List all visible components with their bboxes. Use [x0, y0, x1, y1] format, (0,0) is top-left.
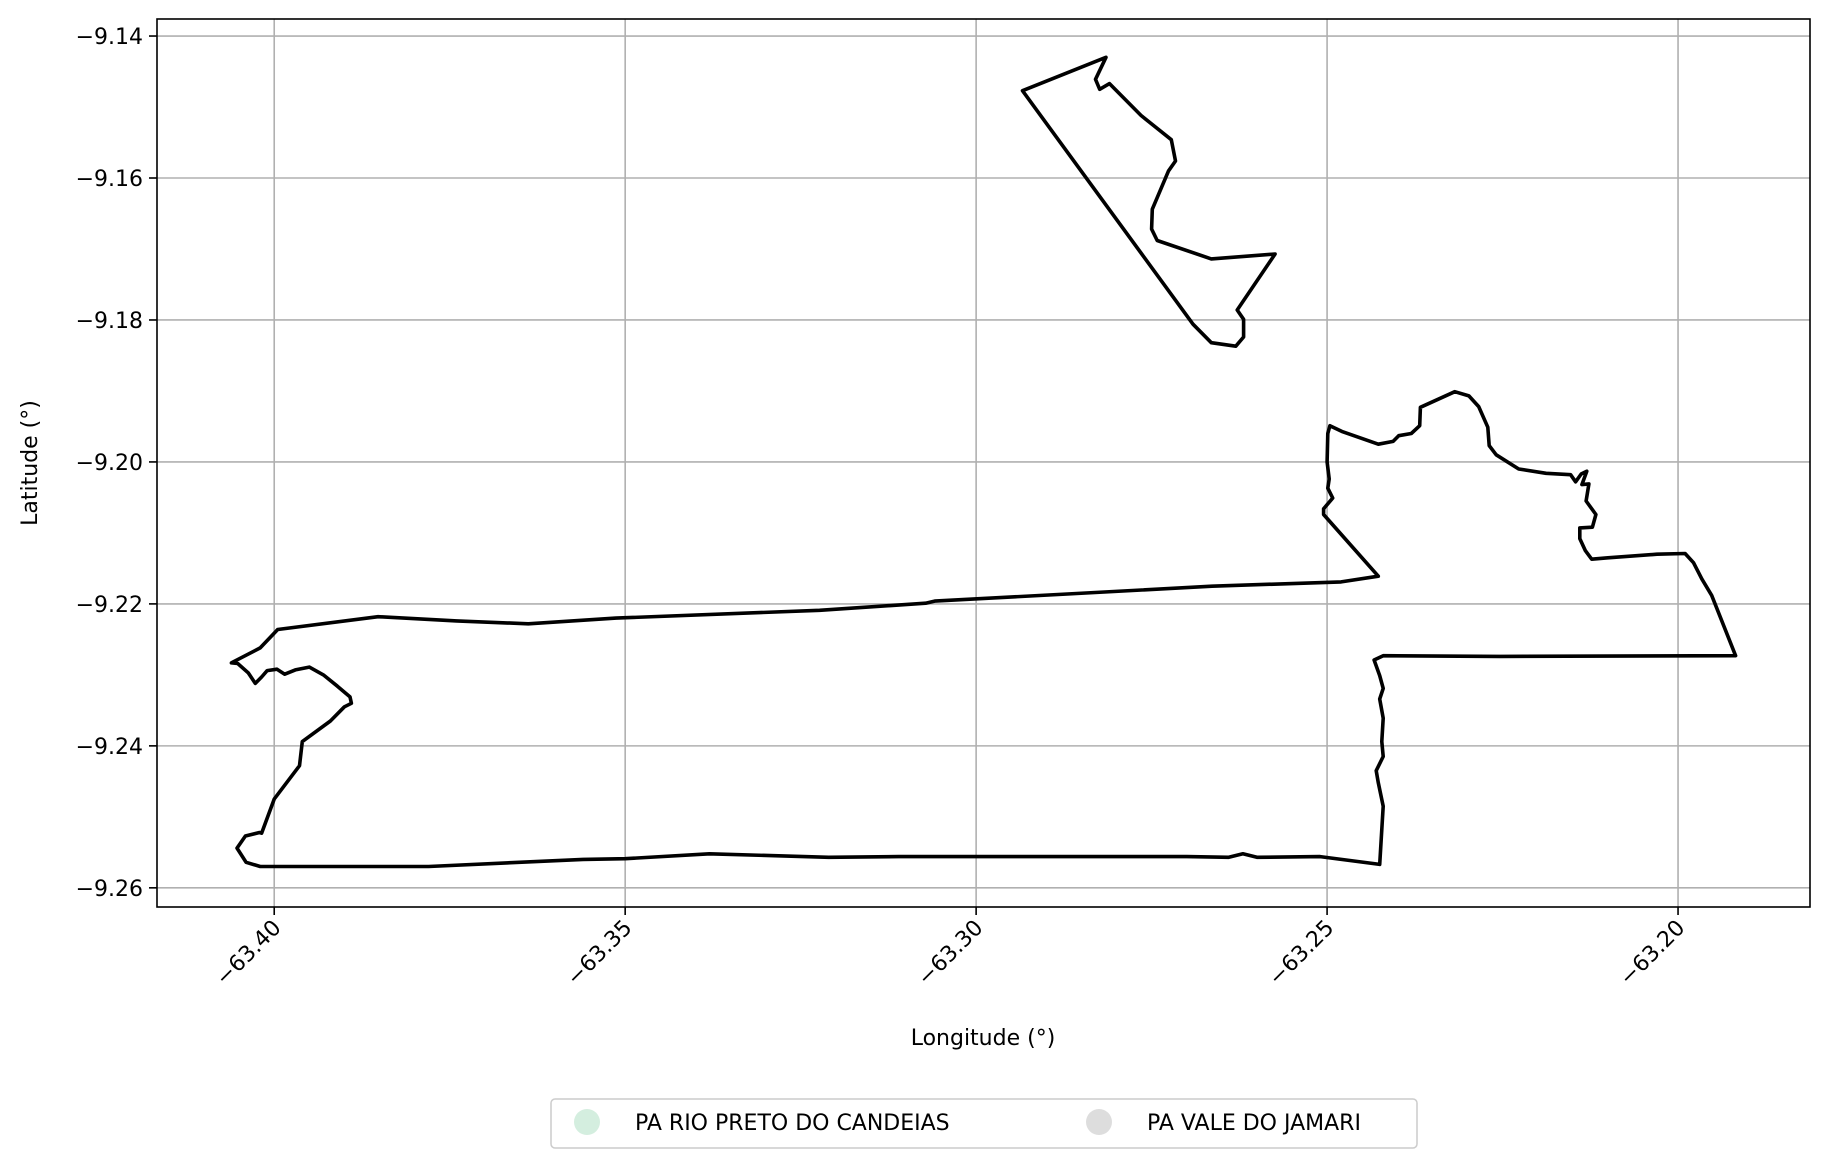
legend: PA RIO PRETO DO CANDEIAS PA VALE DO JAMA…	[550, 1098, 1418, 1149]
plot-background	[157, 19, 1810, 907]
legend-label-rio-preto: PA RIO PRETO DO CANDEIAS	[635, 1111, 950, 1136]
legend-marker-vale-do-jamari	[1086, 1109, 1112, 1135]
x-tick-label: −63.20	[1615, 916, 1690, 991]
y-tick-label: −9.14	[76, 25, 143, 50]
boundary-polygon-1	[229, 389, 1738, 869]
y-tick-label: −9.22	[76, 593, 143, 618]
boundary-polygons	[229, 55, 1738, 869]
legend-frame	[550, 1098, 1418, 1149]
y-tick-label: −9.26	[76, 877, 143, 902]
y-tick-label: −9.16	[76, 167, 143, 192]
y-tick-label: −9.24	[76, 735, 143, 760]
x-axis-label: Longitude (°)	[911, 1026, 1056, 1051]
y-tick-label: −9.20	[76, 451, 143, 476]
legend-marker-rio-preto	[574, 1109, 600, 1135]
legend-label-vale-do-jamari: PA VALE DO JAMARI	[1147, 1111, 1361, 1136]
y-axis-ticks: −9.14 −9.16 −9.18 −9.20 −9.22 −9.24 −9.26	[76, 25, 157, 902]
x-tick-label: −63.25	[1264, 916, 1339, 991]
boundary-polygon-0	[1020, 55, 1277, 349]
x-tick-label: −63.30	[913, 916, 988, 991]
x-tick-label: −63.35	[562, 916, 637, 991]
x-axis-ticks: −63.40 −63.35 −63.30 −63.25 −63.20	[211, 907, 1690, 991]
grid-lines	[157, 19, 1810, 907]
y-tick-label: −9.18	[76, 309, 143, 334]
x-tick-label: −63.40	[211, 916, 286, 991]
plot-frame	[156, 18, 1811, 908]
y-axis-label: Latitude (°)	[18, 400, 43, 526]
